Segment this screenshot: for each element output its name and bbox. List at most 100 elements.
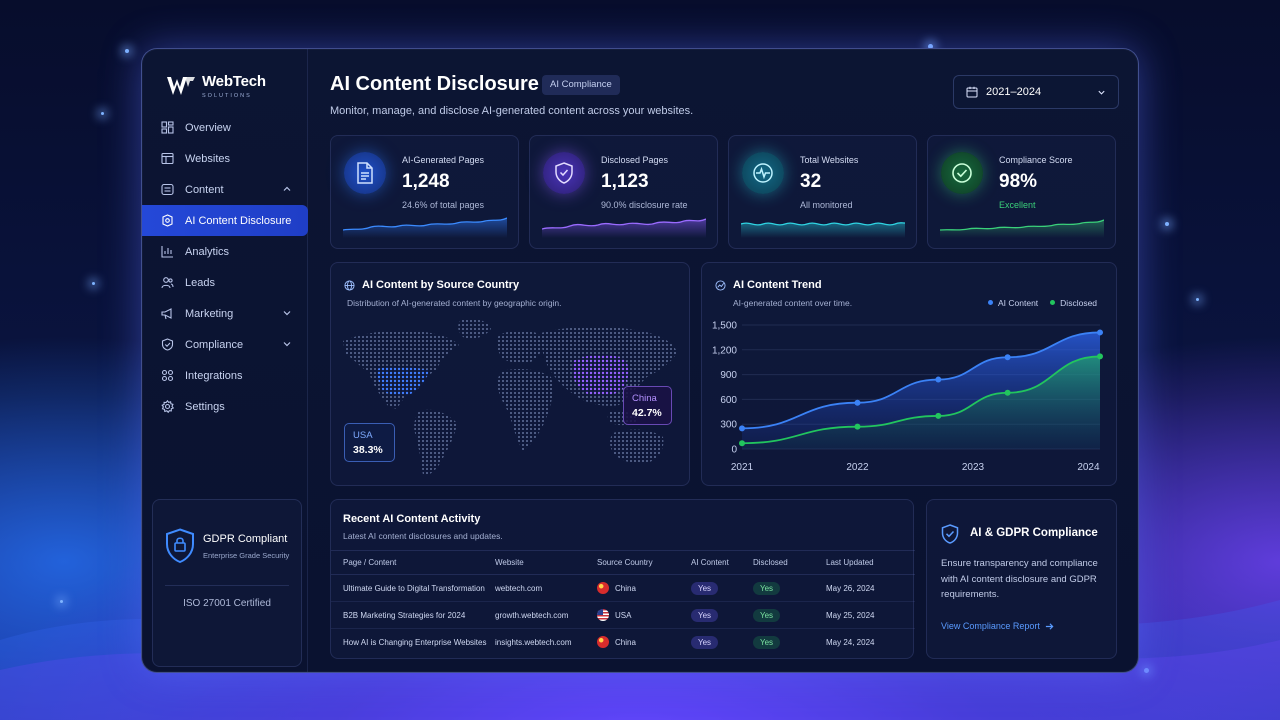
stat-label: Compliance Score <box>999 155 1073 165</box>
content-icon <box>160 183 174 197</box>
sidebar-item-websites[interactable]: Websites <box>142 143 308 174</box>
sidebar-item-label: Integrations <box>185 369 243 382</box>
arrow-right-icon <box>1045 622 1054 630</box>
y-tick-label: 1,200 <box>712 345 737 356</box>
trend-panel-subtitle: AI-generated content over time. <box>733 298 853 308</box>
cell-disclosed: Yes <box>753 574 826 602</box>
stat-card-total-websites[interactable]: Total Websites 32 All monitored <box>728 135 917 249</box>
stat-card-ai-generated-pages[interactable]: AI-Generated Pages 1,248 24.6% of total … <box>330 135 519 249</box>
x-tick-label: 2021 <box>731 462 754 473</box>
legend-swatch <box>988 300 993 305</box>
x-tick-label: 2022 <box>846 462 869 473</box>
activity-table: Page / Content Website Source Country AI… <box>331 550 915 656</box>
compliance-card-body: Ensure transparency and compliance with … <box>941 558 1098 600</box>
column-header[interactable]: Page / Content <box>331 550 495 575</box>
cell-page[interactable]: B2B Marketing Strategies for 2024 <box>331 601 495 629</box>
settings-icon <box>160 400 174 414</box>
table-row[interactable]: How AI is Changing Enterprise Websites i… <box>331 629 915 656</box>
link-label: View Compliance Report <box>941 621 1040 631</box>
logo[interactable]: WebTech SOLUTIONS <box>166 73 266 99</box>
country-name: USA <box>615 611 632 620</box>
map-label-country: USA <box>353 430 373 441</box>
table-row[interactable]: Ultimate Guide to Digital Transformation… <box>331 574 915 602</box>
sidebar-item-label: Settings <box>185 400 225 413</box>
stat-card-compliance-score[interactable]: Compliance Score 98% Excellent <box>927 135 1116 249</box>
column-header[interactable]: Last Updated <box>826 550 915 575</box>
cell-updated: May 26, 2024 <box>826 574 915 602</box>
sidebar-item-label: Websites <box>185 152 231 165</box>
data-point <box>1097 329 1103 336</box>
cell-country: China <box>597 629 691 656</box>
disclosed-badge: Yes <box>753 635 781 649</box>
column-header[interactable]: Website <box>495 550 597 575</box>
document-icon <box>344 152 386 194</box>
cell-ai-content: Yes <box>691 601 753 629</box>
logo-subtitle: SOLUTIONS <box>202 93 252 99</box>
sparkline <box>542 218 706 238</box>
map-panel-subtitle: Distribution of AI-generated content by … <box>347 298 562 308</box>
divider <box>165 585 289 586</box>
sidebar-item-ai-content-disclosure[interactable]: AI Content Disclosure <box>142 205 308 236</box>
sidebar-item-marketing[interactable]: Marketing <box>142 298 308 329</box>
map-label-usa: USA 38.3% <box>344 423 395 462</box>
sidebar-item-analytics[interactable]: Analytics <box>142 236 308 267</box>
map-panel: AI Content by Source Country Distributio… <box>330 262 690 486</box>
ai-content-badge: Yes <box>691 581 719 595</box>
cell-page[interactable]: Ultimate Guide to Digital Transformation <box>331 574 495 602</box>
chart-legend: AI Content Disclosed <box>988 298 1097 308</box>
map-label-value: 38.3% <box>353 444 383 456</box>
ai-content-badge: Yes <box>691 608 719 622</box>
date-range-select[interactable]: 2021–2024 <box>953 75 1119 109</box>
marketing-icon <box>160 307 174 321</box>
column-header[interactable]: Disclosed <box>753 550 826 575</box>
leads-icon <box>160 276 174 290</box>
y-tick-label: 600 <box>720 395 737 406</box>
sidebar-item-content[interactable]: Content <box>142 174 308 205</box>
logo-name: WebTech <box>202 73 266 90</box>
websites-icon <box>160 152 174 166</box>
column-header[interactable]: Source Country <box>597 550 691 575</box>
usa-flag-icon <box>597 609 609 621</box>
stat-subtext: All monitored <box>800 200 853 210</box>
data-point <box>854 423 861 430</box>
stat-card-disclosed-pages[interactable]: Disclosed Pages 1,123 90.0% disclosure r… <box>529 135 718 249</box>
column-header[interactable]: AI Content <box>691 550 753 575</box>
table-row[interactable]: B2B Marketing Strategies for 2024 growth… <box>331 601 915 629</box>
analytics-icon <box>160 245 174 259</box>
sidebar-item-overview[interactable]: Overview <box>142 112 308 143</box>
disclosed-badge: Yes <box>753 608 781 622</box>
data-point <box>854 399 861 406</box>
chevron-up-icon <box>283 186 291 191</box>
stat-value: 98% <box>999 171 1038 192</box>
ai-compliance-badge: AI Compliance <box>542 75 620 95</box>
page-title: AI Content Disclosure <box>330 73 539 95</box>
sidebar-nav: Overview Websites Content AI Content Dis… <box>142 112 308 422</box>
sidebar-item-integrations[interactable]: Integrations <box>142 360 308 391</box>
activity-subtitle: Latest AI content disclosures and update… <box>343 531 503 541</box>
gdpr-title: GDPR Compliant <box>203 533 288 545</box>
sidebar-item-settings[interactable]: Settings <box>142 391 308 422</box>
view-compliance-report-link[interactable]: View Compliance Report <box>941 621 1054 631</box>
cell-page[interactable]: How AI is Changing Enterprise Websites <box>343 637 487 647</box>
sidebar-item-label: Marketing <box>185 307 234 320</box>
trend-panel: AI Content Trend AI-generated content ov… <box>701 262 1117 486</box>
sidebar-item-label: Analytics <box>185 245 230 258</box>
legend-item-ai-content: AI Content <box>988 298 1038 308</box>
sidebar-item-compliance[interactable]: Compliance <box>142 329 308 360</box>
x-tick-label: 2023 <box>962 462 985 473</box>
chevron-down-icon <box>283 342 291 347</box>
ai-content-badge: Yes <box>691 635 719 649</box>
y-tick-label: 900 <box>720 370 737 381</box>
gdpr-compliant-card: GDPR Compliant Enterprise Grade Security… <box>152 499 302 667</box>
sidebar-item-leads[interactable]: Leads <box>142 267 308 298</box>
activity-title: Recent AI Content Activity <box>343 513 481 525</box>
country-name: China <box>615 584 636 593</box>
cell-website: insights.webtech.com <box>495 637 572 647</box>
gdpr-subtitle: Enterprise Grade Security <box>203 551 290 560</box>
ai-gdpr-compliance-card: AI & GDPR Compliance Ensure transparency… <box>926 499 1117 659</box>
cell-ai-content: Yes <box>691 629 753 656</box>
cell-website: webtech.com <box>495 574 597 602</box>
stat-subtext: Excellent <box>999 200 1036 210</box>
cell-disclosed: Yes <box>753 601 826 629</box>
trend-chart: 0 300 600 900 1,200 1,500 2021 2022 2023 2024 <box>712 321 1103 473</box>
